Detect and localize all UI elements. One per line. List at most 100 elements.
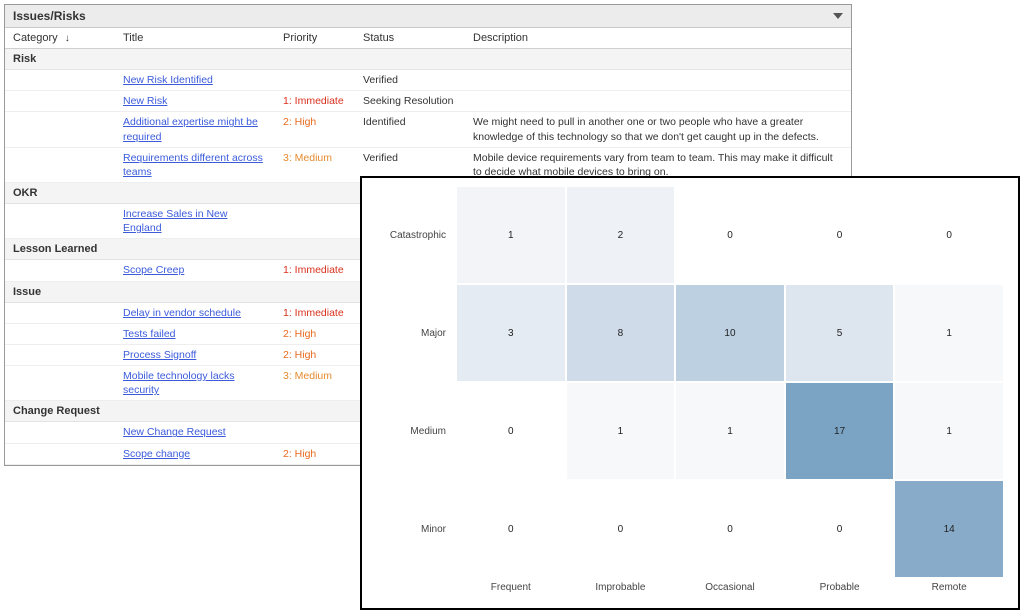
title-link[interactable]: Scope change — [123, 448, 190, 460]
cell-status: Seeking Resolution — [355, 91, 465, 112]
col-description[interactable]: Description — [465, 28, 851, 49]
cell-title: New Change Request — [115, 422, 275, 443]
heatmap-row: Medium011171 — [376, 382, 1004, 480]
heatmap-cell[interactable]: 10 — [676, 285, 784, 381]
cell-category — [5, 204, 115, 239]
heatmap-cell[interactable]: 1 — [895, 285, 1003, 381]
col-title[interactable]: Title — [115, 28, 275, 49]
cell-priority: 1: Immediate — [275, 302, 355, 323]
heatmap-body: Catastrophic12000Major381051Medium011171… — [376, 186, 1004, 578]
heatmap-col-label: Probable — [785, 582, 895, 602]
cell-category — [5, 422, 115, 443]
cell-category — [5, 147, 115, 182]
cell-category — [5, 260, 115, 281]
cell-category — [5, 443, 115, 464]
cell-priority: 2: High — [275, 112, 355, 147]
cell-title: Requirements different across teams — [115, 147, 275, 182]
heatmap-row-label: Minor — [376, 480, 456, 578]
heatmap-col-label: Occasional — [675, 582, 785, 602]
table-row: New Risk 1: ImmediateSeeking Resolution — [5, 91, 851, 112]
heatmap-row: Major381051 — [376, 284, 1004, 382]
cell-category — [5, 302, 115, 323]
title-link[interactable]: Scope Creep — [123, 264, 184, 276]
cell-status: Verified — [355, 70, 465, 91]
cell-priority: 2: High — [275, 323, 355, 344]
heatmap-cell[interactable]: 1 — [567, 383, 675, 479]
heatmap-cell[interactable]: 0 — [676, 481, 784, 577]
title-link[interactable]: Additional expertise might be required — [123, 116, 258, 142]
group-row[interactable]: Risk — [5, 49, 851, 70]
heatmap-row: Catastrophic12000 — [376, 186, 1004, 284]
title-link[interactable]: Process Signoff — [123, 349, 196, 361]
panel-collapse-icon[interactable] — [833, 13, 843, 19]
table-row: Additional expertise might be required 2:… — [5, 112, 851, 147]
heatmap-cell[interactable]: 1 — [676, 383, 784, 479]
cell-title: New Risk Identified — [115, 70, 275, 91]
cell-description — [465, 70, 851, 91]
xaxis-spacer — [376, 582, 456, 602]
heatmap-col-label: Frequent — [456, 582, 566, 602]
cell-title: Scope Creep — [115, 260, 275, 281]
heatmap-row-label: Catastrophic — [376, 186, 456, 284]
heatmap-cell[interactable]: 0 — [457, 481, 565, 577]
cell-title: Scope change — [115, 443, 275, 464]
heatmap-panel: Catastrophic12000Major381051Medium011171… — [360, 176, 1020, 610]
heatmap-cell[interactable]: 0 — [895, 187, 1003, 283]
heatmap-cell[interactable]: 0 — [676, 187, 784, 283]
cell-description: We might need to pull in another one or … — [465, 112, 851, 147]
heatmap-cell[interactable]: 2 — [567, 187, 675, 283]
heatmap-x-axis: FrequentImprobableOccasionalProbableRemo… — [376, 582, 1004, 602]
cell-title: Delay in vendor schedule — [115, 302, 275, 323]
sort-arrow-icon: ↓ — [65, 33, 70, 44]
heatmap-row-label: Major — [376, 284, 456, 382]
heatmap-cell[interactable]: 5 — [786, 285, 894, 381]
cell-category — [5, 112, 115, 147]
cell-priority — [275, 70, 355, 91]
cell-category — [5, 323, 115, 344]
title-link[interactable]: Requirements different across teams — [123, 152, 263, 178]
heatmap-row-label: Medium — [376, 382, 456, 480]
cell-priority — [275, 204, 355, 239]
title-link[interactable]: Increase Sales in New England — [123, 208, 227, 234]
heatmap-cell[interactable]: 8 — [567, 285, 675, 381]
cell-priority: 3: Medium — [275, 147, 355, 182]
heatmap-row: Minor000014 — [376, 480, 1004, 578]
cell-status: Identified — [355, 112, 465, 147]
heatmap-cell[interactable]: 0 — [786, 481, 894, 577]
cell-priority: 2: High — [275, 344, 355, 365]
cell-priority — [275, 422, 355, 443]
title-link[interactable]: Tests failed — [123, 328, 176, 340]
cell-title: New Risk — [115, 91, 275, 112]
cell-title: Mobile technology lacks security — [115, 366, 275, 401]
col-status[interactable]: Status — [355, 28, 465, 49]
table-header-row: Category ↓ Title Priority Status Descrip… — [5, 28, 851, 49]
panel-title: Issues/Risks — [13, 9, 86, 23]
col-category[interactable]: Category ↓ — [5, 28, 115, 49]
heatmap-cell[interactable]: 0 — [457, 383, 565, 479]
title-link[interactable]: Delay in vendor schedule — [123, 307, 241, 319]
col-priority[interactable]: Priority — [275, 28, 355, 49]
title-link[interactable]: New Change Request — [123, 426, 226, 438]
group-label: Risk — [5, 49, 851, 70]
heatmap-col-label: Improbable — [566, 582, 676, 602]
cell-category — [5, 70, 115, 91]
cell-priority: 3: Medium — [275, 366, 355, 401]
heatmap-cell[interactable]: 1 — [895, 383, 1003, 479]
cell-category — [5, 344, 115, 365]
heatmap-col-label: Remote — [894, 582, 1004, 602]
heatmap-cell[interactable]: 14 — [895, 481, 1003, 577]
cell-priority: 2: High — [275, 443, 355, 464]
heatmap-cell[interactable]: 0 — [567, 481, 675, 577]
heatmap-cell[interactable]: 0 — [786, 187, 894, 283]
panel-header: Issues/Risks — [5, 5, 851, 28]
heatmap-cell[interactable]: 1 — [457, 187, 565, 283]
heatmap-cell[interactable]: 17 — [786, 383, 894, 479]
title-link[interactable]: New Risk Identified — [123, 74, 213, 86]
title-link[interactable]: New Risk — [123, 95, 167, 107]
cell-priority: 1: Immediate — [275, 91, 355, 112]
heatmap-cell[interactable]: 3 — [457, 285, 565, 381]
table-row: New Risk Identified Verified — [5, 70, 851, 91]
title-link[interactable]: Mobile technology lacks security — [123, 370, 234, 396]
cell-title: Process Signoff — [115, 344, 275, 365]
cell-title: Additional expertise might be required — [115, 112, 275, 147]
